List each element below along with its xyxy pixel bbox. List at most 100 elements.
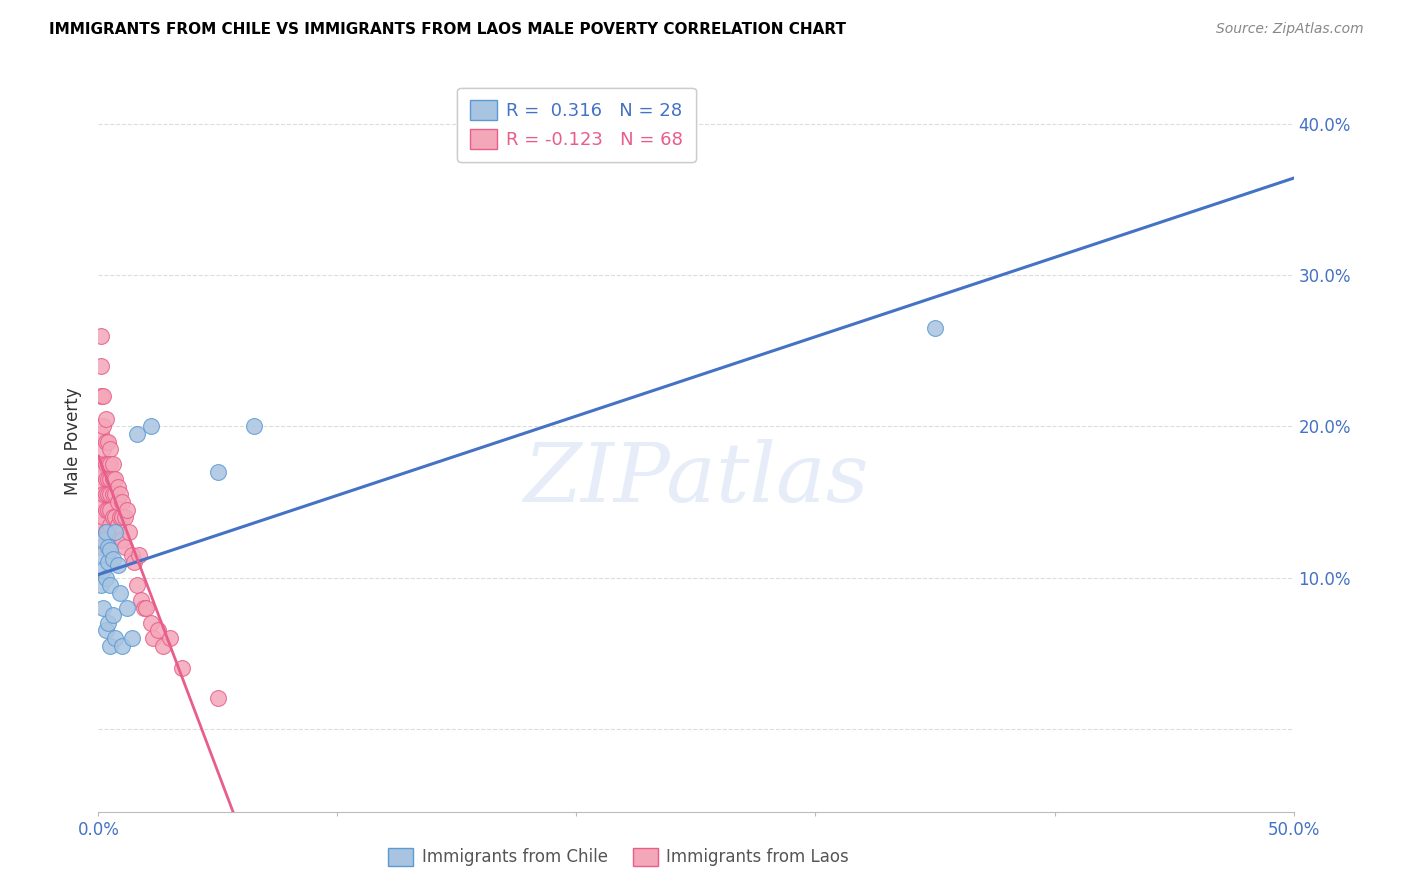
Point <box>148 624 170 638</box>
Point <box>91 442 114 456</box>
Point <box>94 525 117 540</box>
Point <box>94 487 117 501</box>
Point <box>104 631 127 645</box>
Point <box>91 533 114 547</box>
Point <box>94 624 117 638</box>
Point <box>128 548 150 562</box>
Legend: Immigrants from Chile, Immigrants from Laos: Immigrants from Chile, Immigrants from L… <box>380 839 858 875</box>
Point <box>97 525 120 540</box>
Y-axis label: Male Poverty: Male Poverty <box>65 388 83 495</box>
Point <box>104 487 127 501</box>
Point <box>115 600 138 615</box>
Point <box>101 510 124 524</box>
Point <box>94 525 117 540</box>
Point <box>111 639 134 653</box>
Point <box>152 639 174 653</box>
Point <box>94 570 117 584</box>
Point <box>118 525 141 540</box>
Point <box>131 593 153 607</box>
Point <box>101 472 124 486</box>
Point <box>139 615 162 630</box>
Point <box>243 419 266 434</box>
Point <box>97 556 120 570</box>
Point <box>90 548 112 562</box>
Point <box>108 510 131 524</box>
Point <box>98 457 122 471</box>
Point <box>97 615 120 630</box>
Point <box>924 321 946 335</box>
Point <box>114 541 136 555</box>
Point <box>124 556 146 570</box>
Point <box>98 517 122 532</box>
Point <box>115 502 138 516</box>
Point <box>207 691 229 706</box>
Point <box>107 480 129 494</box>
Legend: R =  0.316   N = 28, R = -0.123   N = 68: R = 0.316 N = 28, R = -0.123 N = 68 <box>457 87 696 161</box>
Point <box>98 639 122 653</box>
Point <box>108 487 131 501</box>
Point <box>107 495 129 509</box>
Point <box>97 487 120 501</box>
Point <box>101 608 124 623</box>
Point <box>121 631 143 645</box>
Point <box>104 472 127 486</box>
Point <box>135 600 157 615</box>
Point <box>94 472 117 486</box>
Point <box>111 495 134 509</box>
Point <box>90 389 112 403</box>
Point <box>97 457 120 471</box>
Point <box>90 328 112 343</box>
Point <box>98 543 122 558</box>
Point <box>98 442 122 456</box>
Point <box>91 389 114 403</box>
Point <box>90 578 112 592</box>
Point <box>90 359 112 373</box>
Point <box>107 517 129 532</box>
Point <box>91 487 114 501</box>
Point <box>90 427 112 442</box>
Point <box>121 548 143 562</box>
Point <box>97 434 120 449</box>
Point <box>107 558 129 573</box>
Point <box>91 510 114 524</box>
Text: IMMIGRANTS FROM CHILE VS IMMIGRANTS FROM LAOS MALE POVERTY CORRELATION CHART: IMMIGRANTS FROM CHILE VS IMMIGRANTS FROM… <box>49 22 846 37</box>
Point <box>111 533 134 547</box>
Point <box>98 502 122 516</box>
Point <box>98 541 122 555</box>
Point <box>104 510 127 524</box>
Point <box>91 600 114 615</box>
Point <box>114 510 136 524</box>
Point <box>101 457 124 471</box>
Point <box>139 419 162 434</box>
Point <box>91 563 114 577</box>
Point <box>159 631 181 645</box>
Point <box>97 502 120 516</box>
Point <box>90 480 112 494</box>
Point <box>104 525 127 540</box>
Point <box>91 465 114 479</box>
Point <box>108 585 131 599</box>
Point <box>94 502 117 516</box>
Point <box>111 510 134 524</box>
Point <box>207 465 229 479</box>
Point <box>101 487 124 501</box>
Point <box>98 487 122 501</box>
Point <box>90 457 112 471</box>
Point <box>91 419 114 434</box>
Point <box>97 541 120 555</box>
Text: Source: ZipAtlas.com: Source: ZipAtlas.com <box>1216 22 1364 37</box>
Point <box>142 631 165 645</box>
Point <box>101 552 124 566</box>
Point <box>125 578 148 592</box>
Point <box>98 578 122 592</box>
Point <box>125 427 148 442</box>
Point <box>90 541 112 555</box>
Point <box>94 434 117 449</box>
Point <box>132 600 155 615</box>
Point <box>172 661 194 675</box>
Point <box>90 495 112 509</box>
Text: ZIPatlas: ZIPatlas <box>523 439 869 518</box>
Point <box>98 472 122 486</box>
Point <box>90 517 112 532</box>
Point <box>97 472 120 486</box>
